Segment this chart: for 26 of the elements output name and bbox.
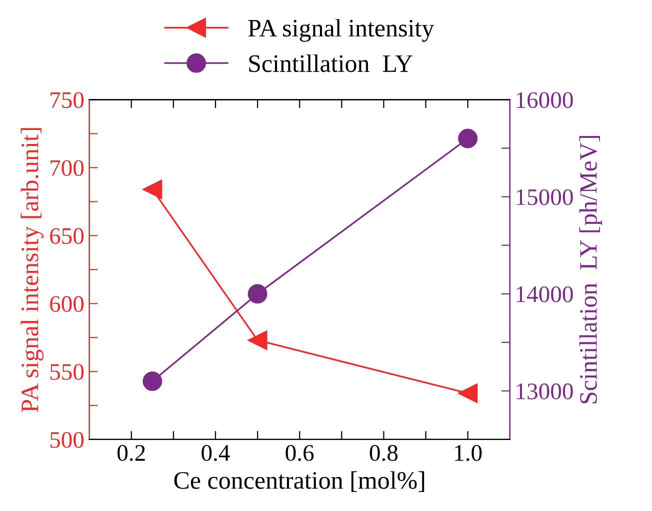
legend-label: PA signal intensity (248, 19, 434, 42)
y-tick-label: 600 (50, 296, 84, 312)
point (458, 384, 478, 403)
y-axis-title: PA signal intensity [arb.unit] (20, 128, 44, 412)
point (142, 180, 162, 200)
point (248, 330, 268, 350)
x-tick-label: 1.0 (455, 445, 482, 462)
x-axis-title: Ce concentration [mol%] (174, 471, 424, 492)
y-tick-label: 650 (50, 228, 84, 244)
y2-tick-label: 15000 (516, 189, 573, 206)
x-tick-label: 0.6 (286, 445, 314, 462)
y2-tick-label: 16000 (516, 92, 573, 108)
point (458, 128, 478, 148)
legend-label: Scintillation LY (249, 54, 412, 72)
y-tick-label: 700 (50, 160, 84, 176)
y-tick-label: 500 (50, 432, 84, 448)
y2-axis-title: Scintillation LY [ph/MeV] (579, 136, 602, 404)
x-tick-label: 0.2 (118, 445, 145, 462)
y-tick-label: 550 (50, 364, 84, 380)
point (142, 371, 162, 391)
y2-tick-label: 14000 (516, 286, 573, 302)
x-tick-label: 0.8 (370, 445, 398, 462)
y2-tick-label: 13000 (516, 383, 573, 400)
x-tick-label: 0.4 (202, 445, 230, 462)
y-tick-label: 750 (50, 92, 84, 108)
point (248, 284, 268, 304)
